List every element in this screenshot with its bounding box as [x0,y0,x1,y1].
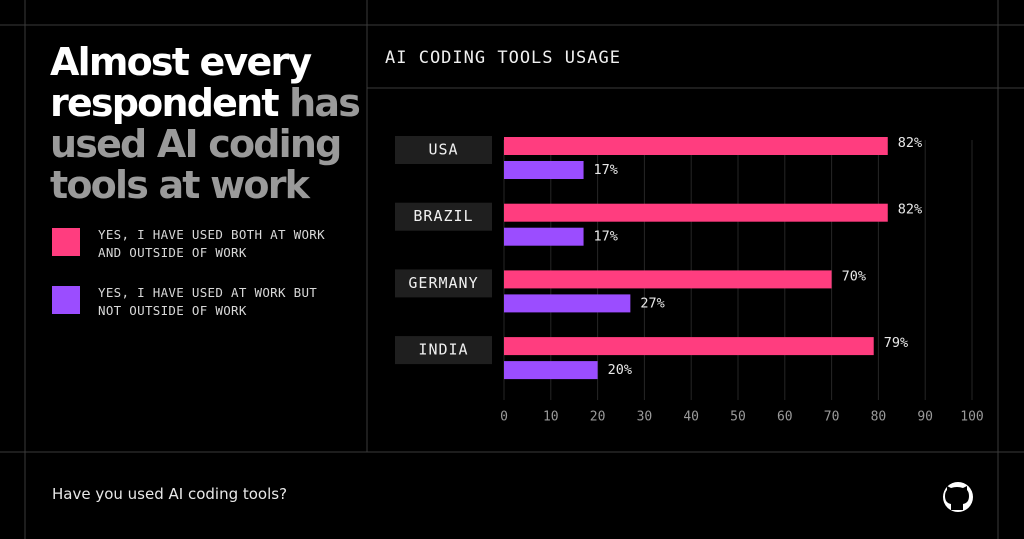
category-box [395,336,492,365]
category-box [395,269,492,298]
x-tick-label: 50 [730,410,746,425]
data-label: 82% [898,135,922,151]
y-tick-label: GERMANY [408,274,478,292]
data-label: 27% [640,295,664,311]
x-tick-label: 90 [917,410,933,425]
data-label: 17% [594,229,618,245]
x-tick-label: 10 [543,410,559,425]
chart-title: AI CODING TOOLS USAGE [385,48,621,68]
data-label: 20% [608,362,632,378]
headline-rest: has used AI coding tools at work [50,81,361,207]
category-box [395,202,492,231]
data-label: 70% [842,268,866,284]
bar [504,361,598,380]
bar [504,137,888,155]
y-tick-label: USA [428,141,458,159]
bar [504,161,584,179]
github-logo [943,482,973,512]
category-box [395,136,492,164]
headline: Almost every respondent has used AI codi… [50,40,361,207]
bar [504,294,631,313]
bar [504,337,874,356]
x-tick-label: 70 [824,410,840,425]
legend-swatch [52,286,80,314]
y-tick-label: INDIA [418,341,468,359]
x-tick-label: 100 [960,410,983,425]
bar [504,203,888,222]
x-tick-label: 30 [637,410,653,425]
headline-lead: Almost every respondent [50,40,312,125]
y-tick-label: BRAZIL [413,207,473,225]
legend-label: YES, I HAVE USED AT WORK BUT NOT OUTSIDE… [98,285,318,318]
x-tick-label: 80 [871,410,887,425]
x-tick-label: 0 [500,410,508,425]
bar [504,227,584,246]
bar [504,270,832,289]
data-label: 79% [884,335,908,351]
question: Have you used AI coding tools? [52,485,288,503]
data-label: 82% [898,202,922,218]
legend-label: YES, I HAVE USED BOTH AT WORK AND OUTSID… [98,227,325,260]
x-tick-label: 60 [777,410,793,425]
x-tick-label: 40 [683,410,699,425]
legend-swatch [52,228,80,256]
x-tick-label: 20 [590,410,606,425]
data-label: 17% [594,162,618,178]
